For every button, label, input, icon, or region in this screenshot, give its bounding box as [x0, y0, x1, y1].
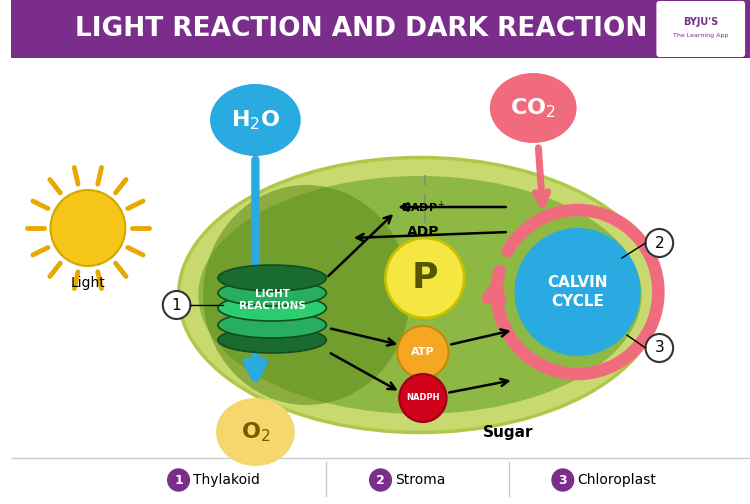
Circle shape	[386, 238, 464, 318]
Text: H$_2$O: H$_2$O	[231, 108, 280, 132]
Text: Light: Light	[70, 276, 105, 290]
Text: O$_2$: O$_2$	[241, 420, 270, 444]
Ellipse shape	[198, 176, 641, 414]
Ellipse shape	[218, 265, 326, 291]
Text: CO$_2$: CO$_2$	[511, 96, 556, 120]
Circle shape	[398, 326, 448, 378]
Text: LIGHT REACTION AND DARK REACTION: LIGHT REACTION AND DARK REACTION	[75, 16, 647, 42]
Circle shape	[399, 374, 446, 422]
Text: P: P	[412, 261, 438, 295]
Text: BYJU'S: BYJU'S	[683, 17, 718, 27]
Ellipse shape	[218, 280, 326, 306]
Text: Stroma: Stroma	[395, 473, 445, 487]
Text: 3: 3	[559, 473, 567, 486]
Text: 1: 1	[172, 297, 182, 312]
Ellipse shape	[218, 327, 326, 353]
Circle shape	[50, 190, 125, 266]
Ellipse shape	[203, 185, 410, 405]
Circle shape	[168, 469, 190, 491]
Ellipse shape	[178, 157, 662, 432]
Circle shape	[646, 229, 674, 257]
Circle shape	[370, 469, 392, 491]
Circle shape	[163, 291, 190, 319]
Ellipse shape	[216, 398, 295, 466]
Text: Chloroplast: Chloroplast	[578, 473, 656, 487]
Circle shape	[514, 228, 640, 356]
Text: 1: 1	[174, 473, 183, 486]
Text: ADP: ADP	[406, 225, 439, 239]
Text: 3: 3	[655, 341, 664, 355]
Text: NADP$^+$: NADP$^+$	[400, 200, 445, 215]
Text: The Learning App: The Learning App	[673, 33, 728, 38]
Ellipse shape	[218, 295, 326, 321]
Text: Thylakoid: Thylakoid	[194, 473, 260, 487]
Text: LIGHT
REACTIONS: LIGHT REACTIONS	[238, 289, 305, 311]
Text: NADPH: NADPH	[406, 394, 439, 403]
Circle shape	[646, 334, 674, 362]
Text: Sugar: Sugar	[483, 424, 534, 439]
Circle shape	[552, 469, 574, 491]
Ellipse shape	[218, 312, 326, 338]
Text: 2: 2	[376, 473, 385, 486]
Ellipse shape	[210, 84, 301, 156]
FancyBboxPatch shape	[656, 1, 745, 57]
Text: CALVIN
CYCLE: CALVIN CYCLE	[548, 275, 608, 309]
Text: ATP: ATP	[411, 347, 435, 357]
Bar	[11, 0, 750, 58]
Ellipse shape	[490, 73, 577, 143]
Text: 2: 2	[655, 235, 664, 250]
